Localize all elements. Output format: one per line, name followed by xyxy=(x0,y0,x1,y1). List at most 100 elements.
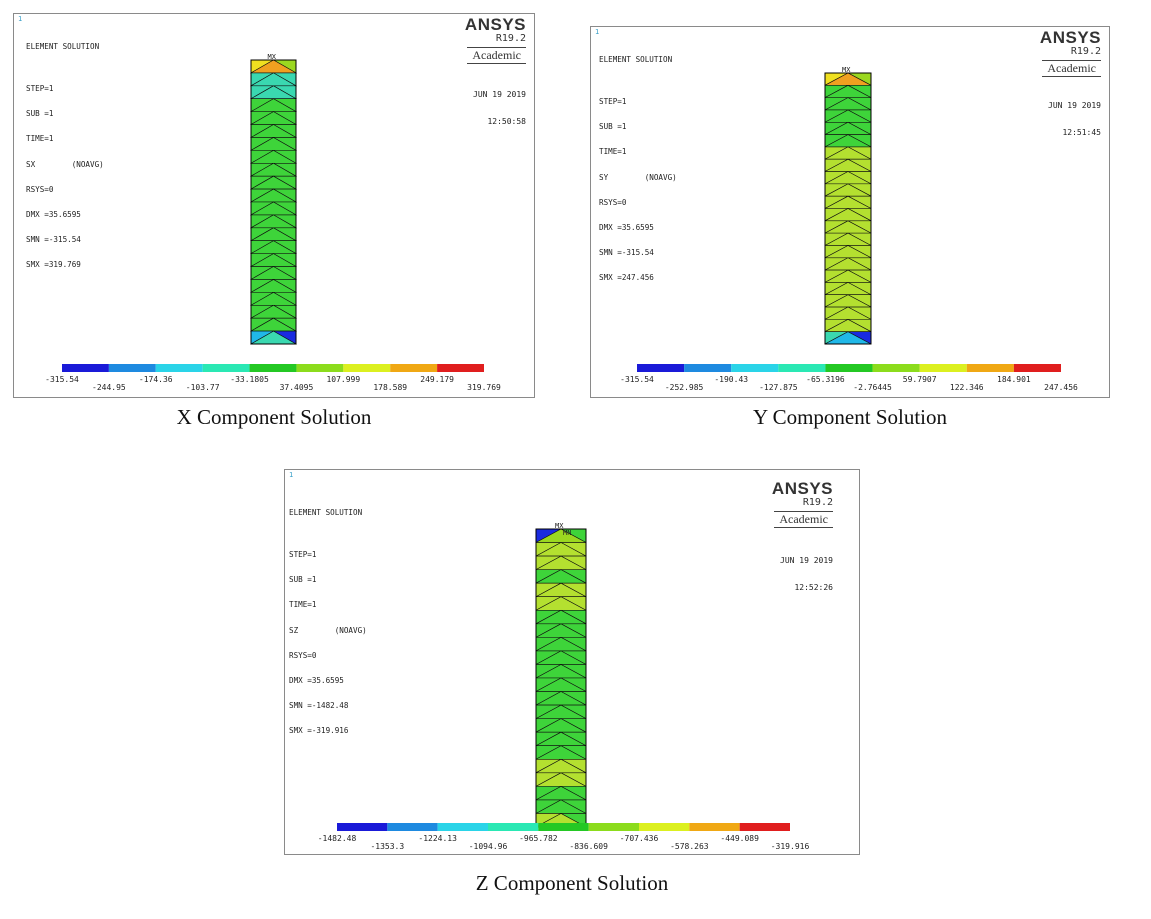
legend-swatch xyxy=(437,364,484,372)
legend-swatch xyxy=(684,364,732,372)
legend-swatch xyxy=(296,364,344,372)
legend-value: -65.3196 xyxy=(806,375,845,384)
legend-value: -127.875 xyxy=(759,383,798,392)
legend-value: 37.4095 xyxy=(280,383,314,392)
mesh-column xyxy=(824,72,872,345)
info-line: SMX =-319.916 xyxy=(289,726,349,736)
extreme-marker: MN xyxy=(563,529,571,537)
info-line: STEP=1 xyxy=(289,549,317,559)
solution-info: ELEMENT SOLUTION STEP=1 SUB =1 TIME=1 SX… xyxy=(26,26,104,287)
z-solution-panel: MX MN -1482.48 -1353.3 -1224.13 -1094.96 -965.… xyxy=(284,469,860,855)
ansys-logo: ANSYS R19.2 Academic xyxy=(465,16,526,64)
legend-swatch xyxy=(731,364,779,372)
extreme-marker: MX xyxy=(268,53,277,61)
info-line: RSYS=0 xyxy=(289,650,317,660)
brand-logo: ANSYS xyxy=(464,15,526,34)
info-line: SZ (NOAVG) xyxy=(289,625,367,635)
column-outline xyxy=(250,59,297,345)
brand-edition: Academic xyxy=(467,47,526,64)
window-number: 1 xyxy=(18,15,23,23)
legend-value: 249.179 xyxy=(420,375,454,384)
legend-swatch xyxy=(637,364,685,372)
info-line: DMX =35.6595 xyxy=(289,675,344,685)
info-line: SMX =319.769 xyxy=(26,260,81,270)
time-text: 12:50:58 xyxy=(487,117,526,126)
legend-swatch xyxy=(155,364,203,372)
legend-swatch xyxy=(488,823,539,831)
y-caption: Y Component Solution xyxy=(752,405,948,429)
info-line: STEP=1 xyxy=(26,83,54,93)
legend-swatch xyxy=(387,823,438,831)
info-line: SUB =1 xyxy=(289,575,317,585)
legend-value: -33.1805 xyxy=(230,375,269,384)
brand-version: R19.2 xyxy=(1070,46,1101,57)
brand-logo: ANSYS xyxy=(771,479,833,498)
date-text: JUN 19 2019 xyxy=(1048,101,1101,110)
info-line: RSYS=0 xyxy=(26,184,54,194)
legend-value: -1482.48 xyxy=(318,834,357,843)
brand-edition: Academic xyxy=(774,511,833,528)
x-caption: X Component Solution xyxy=(176,405,372,429)
info-line: SUB =1 xyxy=(26,109,54,119)
column-outline xyxy=(824,72,872,345)
brand-edition: Academic xyxy=(1042,60,1101,77)
timestamp: JUN 19 2019 12:50:58 xyxy=(473,72,526,144)
z-caption: Z Component Solution xyxy=(475,871,669,895)
x-solution-panel: MX -315.54 -244.95 -174.36 -103.77 -33.1805 37… xyxy=(13,13,535,398)
legend-value: 319.769 xyxy=(467,383,501,392)
legend-swatch xyxy=(249,364,297,372)
info-line: ELEMENT SOLUTION xyxy=(26,41,100,51)
extreme-marker: MX xyxy=(842,66,851,74)
legend-swatch xyxy=(343,364,391,372)
legend-value: 247.456 xyxy=(1044,383,1078,392)
legend-swatch xyxy=(538,823,589,831)
legend-swatch xyxy=(778,364,826,372)
legend-value: -315.54 xyxy=(45,375,79,384)
legend-value: -244.95 xyxy=(92,383,126,392)
brand-version: R19.2 xyxy=(495,33,526,44)
info-line: ELEMENT SOLUTION xyxy=(289,507,363,517)
info-line: SMN =-315.54 xyxy=(599,248,654,258)
mesh-column xyxy=(535,528,587,828)
info-line: SUB =1 xyxy=(599,122,627,132)
timestamp: JUN 19 2019 12:51:45 xyxy=(1048,83,1101,155)
info-line: TIME=1 xyxy=(599,147,627,157)
legend-swatch xyxy=(108,364,156,372)
mesh-column xyxy=(249,59,298,345)
solution-info: ELEMENT SOLUTION STEP=1 SUB =1 TIME=1 SY… xyxy=(599,39,677,300)
legend-swatch xyxy=(639,823,690,831)
legend-value: 184.901 xyxy=(997,375,1031,384)
legend-value: -965.782 xyxy=(519,834,558,843)
date-text: JUN 19 2019 xyxy=(780,556,833,565)
y-solution-panel: MX -315.54 -252.985 -190.43 -127.875 -65.3196… xyxy=(590,26,1110,398)
ansys-logo: ANSYS R19.2 Academic xyxy=(772,480,833,528)
legend-value: -315.54 xyxy=(620,375,654,384)
legend-swatch xyxy=(62,364,109,372)
time-text: 12:51:45 xyxy=(1062,128,1101,137)
legend-value: 122.346 xyxy=(950,383,984,392)
x-contour-plot: MX -315.54 -244.95 -174.36 -103.77 -33.1805 37… xyxy=(45,53,501,392)
legend-value: -103.77 xyxy=(186,383,220,392)
legend-value: -449.089 xyxy=(720,834,759,843)
legend-value: 107.999 xyxy=(326,375,360,384)
legend-value: 178.589 xyxy=(373,383,407,392)
time-text: 12:52:26 xyxy=(794,583,833,592)
info-line: DMX =35.6595 xyxy=(26,209,81,219)
legend-value: -707.436 xyxy=(620,834,659,843)
window-number: 1 xyxy=(595,28,600,36)
legend-value: -174.36 xyxy=(139,375,173,384)
extreme-marker: MX xyxy=(555,522,564,530)
y-contour-plot: MX -315.54 -252.985 -190.43 -127.875 -65.3196… xyxy=(620,66,1078,392)
info-line: DMX =35.6595 xyxy=(599,222,654,232)
legend-swatch xyxy=(390,364,438,372)
info-line: TIME=1 xyxy=(289,600,317,610)
legend-swatch xyxy=(1013,364,1061,372)
legend-swatch xyxy=(919,364,967,372)
brand-logo: ANSYS xyxy=(1039,28,1101,47)
info-line: SMN =-315.54 xyxy=(26,235,81,245)
info-line: SMN =-1482.48 xyxy=(289,701,349,711)
info-line: ELEMENT SOLUTION xyxy=(599,54,673,64)
brand-version: R19.2 xyxy=(802,497,833,508)
legend-swatch xyxy=(337,823,388,831)
legend-value: -1224.13 xyxy=(418,834,457,843)
